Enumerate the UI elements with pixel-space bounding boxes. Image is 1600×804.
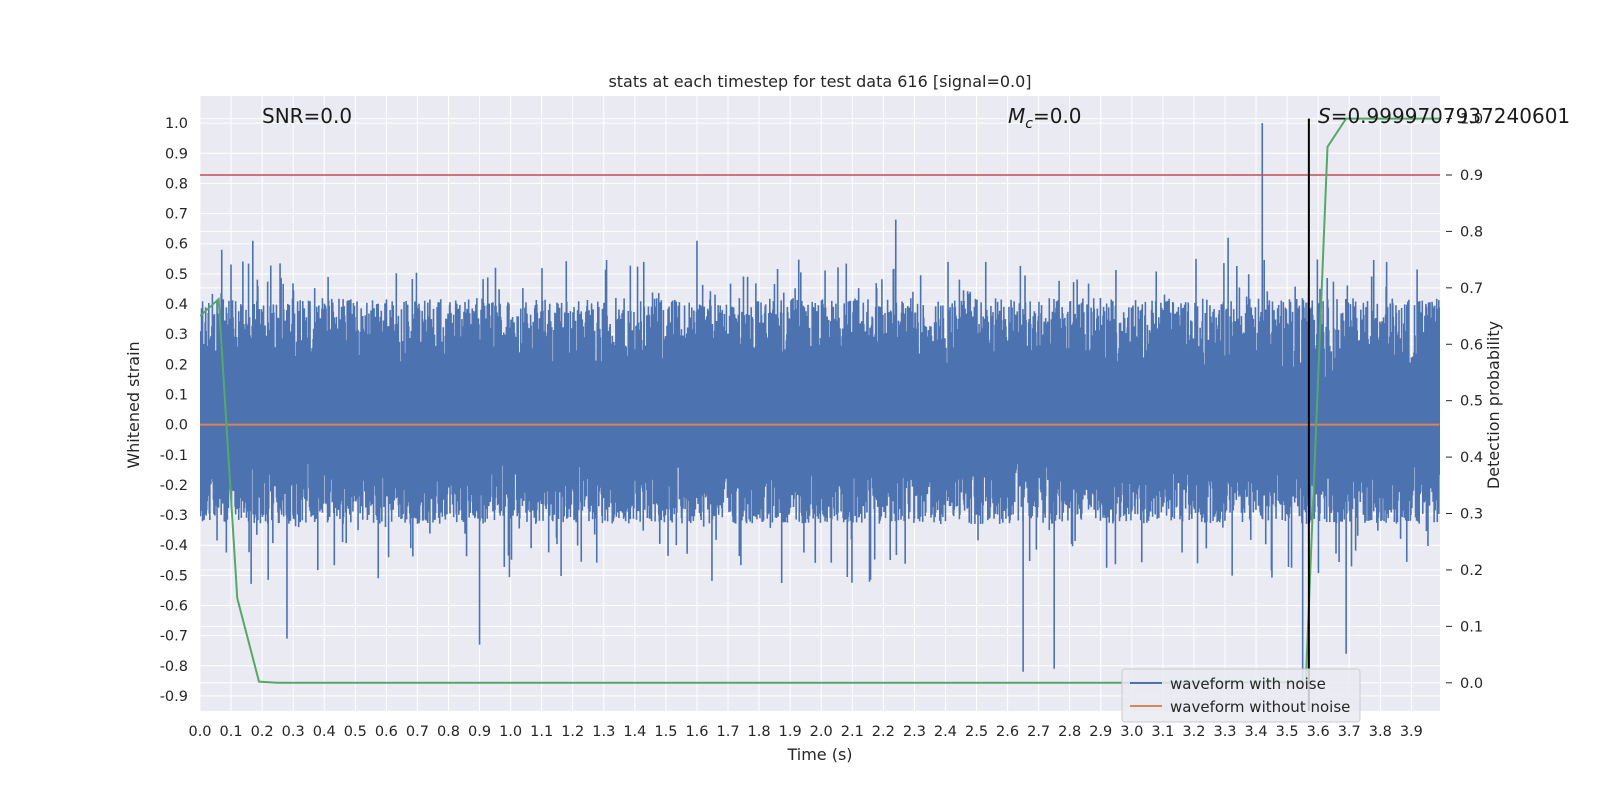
x-tick-label: 1.6 [685, 724, 708, 740]
y-tick-label: 0.2 [165, 357, 188, 373]
x-tick-label: 3.3 [1213, 724, 1236, 740]
y2-tick-label: 0.1 [1460, 619, 1483, 635]
x-axis-label: Time (s) [786, 745, 852, 764]
x-tick-label: 0.7 [406, 724, 429, 740]
y2-axis-ticks: 1.0 0.9 0.8 0.7 0.6 0.5 0.4 0.3 0.2 0.1 0.0 [1446, 112, 1483, 692]
y2-tick-label: 0.6 [1460, 337, 1483, 353]
x-tick-label: 2.8 [1058, 724, 1081, 740]
x-tick-label: 1.5 [654, 724, 677, 740]
x-tick-label: 3.1 [1151, 724, 1174, 740]
y-tick-label: -0.8 [160, 659, 188, 675]
s-value: =0.9999707937240601 [1331, 104, 1570, 128]
x-tick-label: 3.2 [1182, 724, 1205, 740]
y2-tick-label: 0.5 [1460, 394, 1483, 410]
y-tick-label: -0.6 [160, 598, 188, 614]
mc-subscript: c [1025, 116, 1033, 132]
x-axis-ticks: 0.0 0.1 0.2 0.3 0.4 0.5 0.6 0.7 0.8 0.9 1.0 1.1 1.2 1… [188, 724, 1422, 740]
legend-label-clean: waveform without noise [1170, 698, 1350, 716]
x-tick-label: 3.7 [1338, 724, 1361, 740]
y-tick-label: 0.9 [165, 146, 188, 162]
legend-label-noise: waveform with noise [1170, 675, 1326, 693]
y-tick-label: 0.4 [165, 297, 188, 313]
y-tick-label: 0.1 [165, 387, 188, 403]
x-tick-label: 0.5 [344, 724, 367, 740]
x-tick-label: 1.0 [499, 724, 522, 740]
x-tick-label: 0.6 [375, 724, 398, 740]
mc-annotation: Mc=0.0 [1008, 104, 1082, 132]
y2-tick-label: 0.8 [1460, 224, 1483, 240]
x-tick-label: 2.4 [934, 724, 957, 740]
series-detection-probability [200, 117, 1440, 684]
y2-tick-label: 0.4 [1460, 450, 1483, 466]
x-tick-label: 3.4 [1245, 724, 1268, 740]
s-annotation: S=0.9999707937240601 [1318, 104, 1570, 128]
y-tick-label: 1.0 [165, 116, 188, 132]
y2-tick-label: 0.0 [1460, 676, 1483, 692]
x-tick-label: 0.8 [437, 724, 460, 740]
y-axis-label: Whitened strain [124, 341, 143, 468]
x-tick-label: 0.4 [313, 724, 336, 740]
mc-symbol: M [1008, 104, 1025, 128]
y-tick-label: 0.3 [165, 327, 188, 343]
y-tick-label: 0.6 [165, 237, 188, 253]
x-tick-label: 1.7 [717, 724, 740, 740]
x-tick-label: 3.0 [1120, 724, 1143, 740]
x-tick-label: 2.9 [1089, 724, 1112, 740]
y2-tick-label: 0.7 [1460, 281, 1483, 297]
plot-data [200, 117, 1440, 711]
y2-axis-label: Detection probability [1484, 321, 1503, 489]
x-tick-label: 0.1 [220, 724, 243, 740]
x-tick-label: 0.0 [188, 724, 211, 740]
y-tick-label: -0.4 [160, 538, 188, 554]
y-tick-label: -0.7 [160, 629, 188, 645]
y2-tick-label: 1.0 [1460, 112, 1483, 128]
x-tick-label: 2.3 [903, 724, 926, 740]
y2-tick-label: 0.9 [1460, 168, 1483, 184]
y-tick-label: 0.0 [165, 418, 188, 434]
x-tick-label: 0.9 [468, 724, 491, 740]
x-tick-label: 1.3 [592, 724, 615, 740]
x-tick-label: 3.5 [1276, 724, 1299, 740]
x-tick-label: 3.8 [1369, 724, 1392, 740]
x-tick-label: 0.2 [251, 724, 274, 740]
x-tick-label: 1.9 [779, 724, 802, 740]
x-tick-label: 1.2 [561, 724, 584, 740]
x-tick-label: 3.9 [1400, 724, 1423, 740]
chart-title: stats at each timestep for test data 616… [608, 72, 1031, 91]
y-tick-label: -0.1 [160, 448, 188, 464]
y-tick-label: -0.3 [160, 508, 188, 524]
y-tick-label: 0.7 [165, 207, 188, 223]
y2-tick-label: 0.3 [1460, 507, 1483, 523]
y-tick-label: -0.5 [160, 568, 188, 584]
probability-trace [200, 117, 1440, 684]
s-symbol: S [1318, 104, 1331, 128]
y-tick-label: 0.8 [165, 176, 188, 192]
y2-tick-label: 0.2 [1460, 563, 1483, 579]
x-tick-label: 2.6 [996, 724, 1019, 740]
x-tick-label: 1.8 [748, 724, 771, 740]
snr-annotation: SNR=0.0 [262, 104, 352, 128]
x-tick-label: 1.1 [530, 724, 553, 740]
legend: waveform with noise waveform without noi… [1121, 668, 1361, 723]
mc-value: =0.0 [1033, 104, 1082, 128]
x-tick-label: 2.5 [965, 724, 988, 740]
x-tick-label: 2.2 [872, 724, 895, 740]
x-tick-label: 2.7 [1027, 724, 1050, 740]
x-tick-label: 3.6 [1307, 724, 1330, 740]
x-tick-label: 2.1 [841, 724, 864, 740]
y-tick-label: -0.9 [160, 689, 188, 705]
y-axis-ticks: 1.0 0.9 0.8 0.7 0.6 0.5 0.4 0.3 0.2 0.1 0.0 -0.1 -0.… [160, 116, 188, 705]
x-tick-label: 2.0 [810, 724, 833, 740]
legend-box [1121, 668, 1361, 723]
y-tick-label: 0.5 [165, 267, 188, 283]
y-tick-label: -0.2 [160, 478, 188, 494]
x-tick-label: 0.3 [282, 724, 305, 740]
x-tick-label: 1.4 [623, 724, 646, 740]
